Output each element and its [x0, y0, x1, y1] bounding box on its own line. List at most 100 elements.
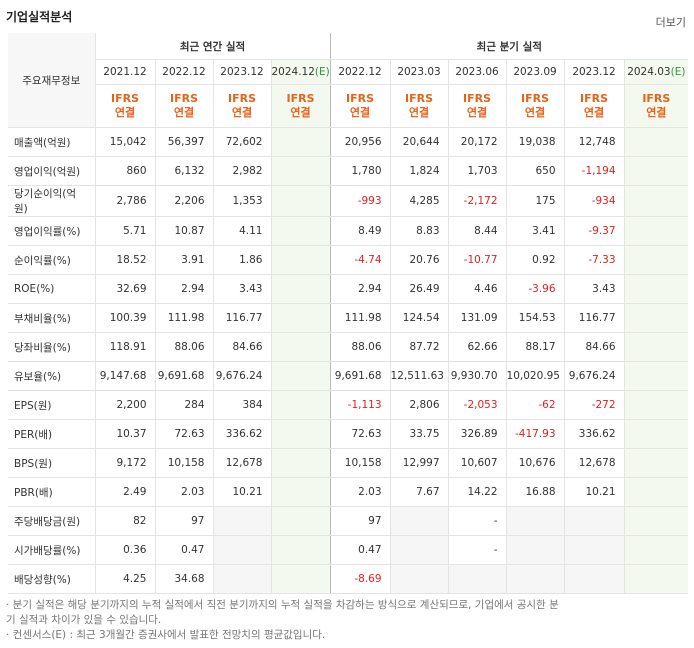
basis: IFRS 연결 [623, 84, 689, 128]
cell [270, 156, 331, 186]
cell: -9.37 [563, 216, 625, 246]
cell [623, 477, 689, 507]
basis: IFRS 연결 [212, 84, 271, 128]
row-header: 주요재무정보 [8, 33, 95, 128]
row-label: 유보율(%) [8, 361, 95, 391]
cell [623, 564, 689, 594]
period-date: 2023.06 [455, 66, 499, 78]
row-label: 영업이익(억원) [8, 156, 95, 186]
cell: 4,285 [389, 185, 449, 217]
data-row: 부채비율(%) 100.39 111.98 116.77 111.98 124.54 131… [8, 303, 689, 333]
cell: -3.96 [505, 274, 565, 304]
row-label: 배당성향(%) [8, 564, 95, 594]
cell: 16.88 [505, 477, 565, 507]
cell [270, 535, 331, 565]
cell: 12,997 [389, 448, 449, 478]
cell: 12,511.63 [389, 361, 449, 391]
cell [505, 564, 565, 594]
data-row: 영업이익률(%) 5.71 10.87 4.11 8.49 8.83 8.44 3.41 -9.… [8, 216, 689, 246]
data-row: PBR(배) 2.49 2.03 10.21 2.03 7.67 14.22 16.88 10.… [8, 477, 689, 507]
cell: 3.41 [505, 216, 565, 246]
cell: 4.25 [94, 564, 155, 594]
note: · 분기 실적은 해당 분기까지의 누적 실적에서 직전 분기까지의 누적 실적… [6, 599, 559, 626]
cell: 88.17 [505, 332, 565, 362]
cell: 384 [212, 390, 271, 420]
period: 2024.12(E) [270, 59, 331, 85]
cell: 97 [154, 506, 213, 536]
cell: 2,200 [94, 390, 155, 420]
cell: -8.69 [329, 564, 391, 594]
cell: 0.92 [505, 245, 565, 275]
cell [270, 361, 331, 391]
cell [270, 127, 331, 157]
basis-text: 연결 [114, 106, 136, 119]
period: 2022.12 [154, 59, 213, 85]
row-label: 주당배당금(원) [8, 506, 95, 536]
cell: 10,607 [447, 448, 507, 478]
cell: 7.67 [389, 477, 449, 507]
data-row: PER(배) 10.37 72.63 336.62 72.63 33.75 326.89 -4… [8, 419, 689, 449]
cell [623, 361, 689, 391]
cell: 2,982 [212, 156, 271, 186]
cell [270, 245, 331, 275]
period-date: 2023.09 [513, 66, 557, 78]
period: 2023.06 [447, 59, 507, 85]
cell [389, 506, 449, 536]
basis-text: IFRS [170, 92, 198, 105]
cell: 2,206 [154, 185, 213, 217]
row-label: 순이익률(%) [8, 245, 95, 275]
more-link[interactable]: 더보기 [655, 16, 686, 29]
data-row: 시가배당률(%) 0.36 0.47 0.47- [8, 535, 689, 565]
cell [270, 506, 331, 536]
row-label: 당기순이익(억원) [8, 185, 95, 217]
row-label: PBR(배) [8, 477, 95, 507]
row-label: ROE(%) [8, 274, 95, 304]
cell [623, 245, 689, 275]
cell: -4.74 [329, 245, 391, 275]
cell: 116.77 [212, 303, 271, 333]
basis: IFRS 연결 [447, 84, 507, 128]
cell [270, 564, 331, 594]
cell: 14.22 [447, 477, 507, 507]
cell: -2,172 [447, 185, 507, 217]
period: 2023.12 [563, 59, 625, 85]
data-row: EPS(원) 2,200 284 384 -1,113 2,806 -2,053 -62 -27… [8, 390, 689, 420]
cell: 9,147.68 [94, 361, 155, 391]
basis-text: 연결 [524, 106, 546, 119]
period: 2022.12 [329, 59, 391, 85]
cell: -10.77 [447, 245, 507, 275]
cell: 88.06 [329, 332, 391, 362]
cell [623, 506, 689, 536]
data-row: 당좌비율(%) 118.91 88.06 84.66 88.06 87.72 62.66 88… [8, 332, 689, 362]
cell [212, 535, 271, 565]
cell [270, 332, 331, 362]
cell: 9,930.70 [447, 361, 507, 391]
basis-text: 연결 [349, 106, 371, 119]
basis: IFRS 연결 [270, 84, 331, 128]
cell [505, 535, 565, 565]
row-label: PER(배) [8, 419, 95, 449]
cell: 0.47 [329, 535, 391, 565]
cell [270, 448, 331, 478]
cell: 97 [329, 506, 391, 536]
cell: 12,678 [212, 448, 271, 478]
cell [270, 216, 331, 246]
cell: 10.21 [563, 477, 625, 507]
cell: 4.11 [212, 216, 271, 246]
cell [623, 419, 689, 449]
estimate-mark: (E) [314, 66, 330, 78]
row-label: 영업이익률(%) [8, 216, 95, 246]
period-date: 2022.12 [338, 66, 382, 78]
cell [389, 564, 449, 594]
cell: 111.98 [154, 303, 213, 333]
cell: 2.94 [154, 274, 213, 304]
cell [623, 332, 689, 362]
cell [270, 390, 331, 420]
data-row: 주당배당금(원) 82 97 97- [8, 506, 689, 536]
data-row: 매출액(억원) 15,042 56,397 72,602 20,956 20,644 20,… [8, 127, 689, 157]
period-date: 2022.12 [162, 66, 206, 78]
cell: 19,038 [505, 127, 565, 157]
cell: 2.03 [329, 477, 391, 507]
cell: 9,676.24 [563, 361, 625, 391]
cell: 10.37 [94, 419, 155, 449]
